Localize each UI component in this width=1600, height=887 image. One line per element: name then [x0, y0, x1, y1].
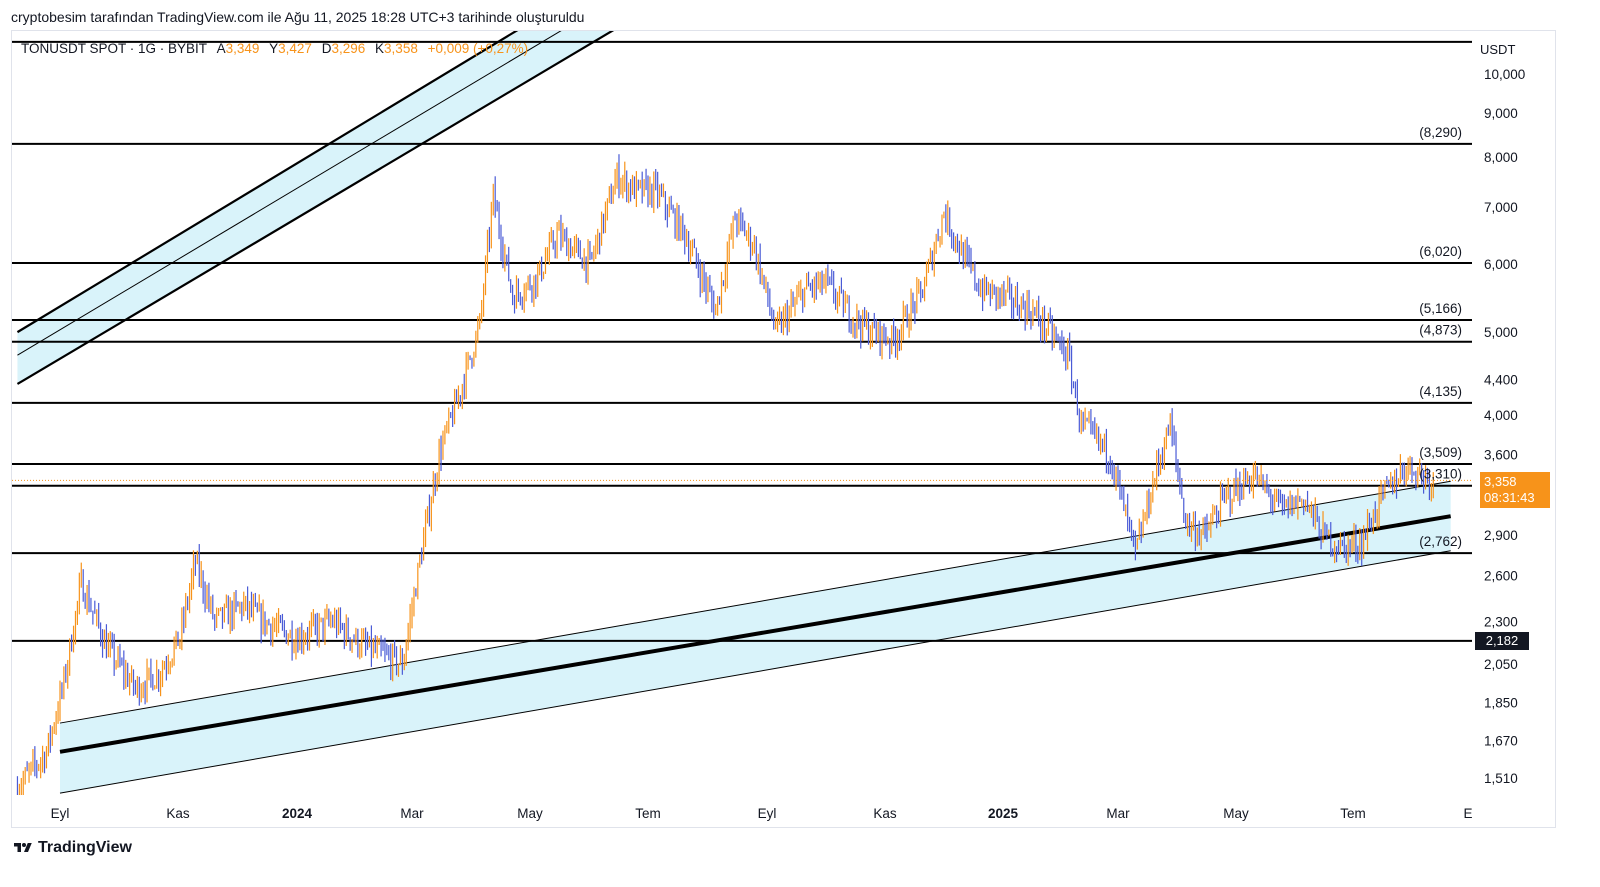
open-label: A [216, 41, 226, 56]
close-label: K [375, 41, 385, 56]
y-tick-label: 4,000 [1484, 408, 1518, 423]
y-tick-label: 9,000 [1484, 106, 1518, 121]
channel-2-mid-line[interactable] [59, 514, 1452, 754]
high-value: 3,427 [278, 41, 312, 56]
level-price-tag: 2,182 [1475, 632, 1529, 650]
symbol-name[interactable]: TONUSDT SPOT · 1G · BYBIT [21, 41, 207, 56]
level-label-6: (4,135) [1419, 384, 1462, 399]
y-tick-label: 1,670 [1484, 733, 1518, 748]
y-tick-label: 10,000 [1484, 67, 1525, 82]
x-tick-label: Tem [1340, 806, 1366, 821]
y-tick-label: 4,400 [1484, 373, 1518, 388]
symbol-legend[interactable]: TONUSDT SPOT · 1G · BYBIT A3,349 Y3,427 … [21, 41, 528, 56]
x-tick-label: Mar [1106, 806, 1130, 821]
x-tick-label: May [517, 806, 543, 821]
change-value: +0,009 (+0,27%) [427, 41, 529, 56]
tradingview-icon [14, 843, 32, 852]
x-tick-label: Mar [400, 806, 424, 821]
channel-fill-1 [17, 31, 612, 384]
close-value: 3,358 [384, 41, 418, 56]
y-tick-label: 5,000 [1484, 325, 1518, 340]
channel-1-lower-line[interactable] [16, 0, 872, 385]
x-tick-label: Eyl [758, 806, 777, 821]
x-tick-label: Kas [873, 806, 897, 821]
channel-2-lower-line[interactable] [59, 550, 1451, 794]
y-tick-label: 2,900 [1484, 528, 1518, 543]
channel-1-upper-line[interactable] [16, 0, 872, 334]
y-tick-label: 2,600 [1484, 569, 1518, 584]
level-label-4: (5,166) [1419, 301, 1462, 316]
x-tick-label: Tem [635, 806, 661, 821]
level-label-9: (2,762) [1419, 534, 1462, 549]
x-tick-label: Kas [166, 806, 190, 821]
brand-name: TradingView [38, 839, 132, 856]
level-label-7: (3,509) [1419, 445, 1462, 460]
y-tick-label: 2,050 [1484, 657, 1518, 672]
level-label-2: (8,290) [1419, 125, 1462, 140]
current-price: 3,358 [1484, 474, 1517, 489]
chart-frame[interactable] [11, 30, 1556, 828]
y-tick-label: 3,600 [1484, 447, 1518, 462]
y-tick-label: 8,000 [1484, 150, 1518, 165]
x-tick-label: Eyl [51, 806, 70, 821]
open-value: 3,349 [225, 41, 260, 56]
level-label-3: (6,020) [1419, 244, 1462, 259]
low-value: 3,296 [331, 41, 366, 56]
current-price-tag: 3,358 08:31:43 [1480, 472, 1550, 508]
y-tick-label: 1,850 [1484, 695, 1518, 710]
tradingview-logo[interactable]: TradingView [12, 839, 132, 857]
channel-2-upper-line[interactable] [59, 480, 1451, 724]
x-tick-label: E [1463, 806, 1472, 821]
plot-area[interactable] [12, 0, 1472, 808]
low-label: D [321, 41, 332, 56]
y-tick-label: 1,510 [1484, 771, 1518, 786]
level-label-8: (3,310) [1419, 467, 1462, 482]
y-tick-label: 7,000 [1484, 200, 1518, 215]
x-tick-label: 2024 [282, 806, 313, 821]
chart-attribution: cryptobesim tarafından TradingView.com i… [11, 9, 585, 25]
x-tick-label: May [1223, 806, 1249, 821]
channel-1-mid-line[interactable] [17, 0, 872, 356]
y-tick-label: 2,300 [1484, 614, 1518, 629]
axis-unit-label[interactable]: USDT [1480, 42, 1516, 57]
level-label-5: (4,873) [1419, 323, 1462, 338]
channel-fill-2 [60, 481, 1451, 794]
bar-countdown: 08:31:43 [1484, 490, 1535, 505]
y-tick-label: 6,000 [1484, 257, 1518, 272]
high-label: Y [269, 41, 279, 56]
x-tick-label: 2025 [988, 806, 1019, 821]
